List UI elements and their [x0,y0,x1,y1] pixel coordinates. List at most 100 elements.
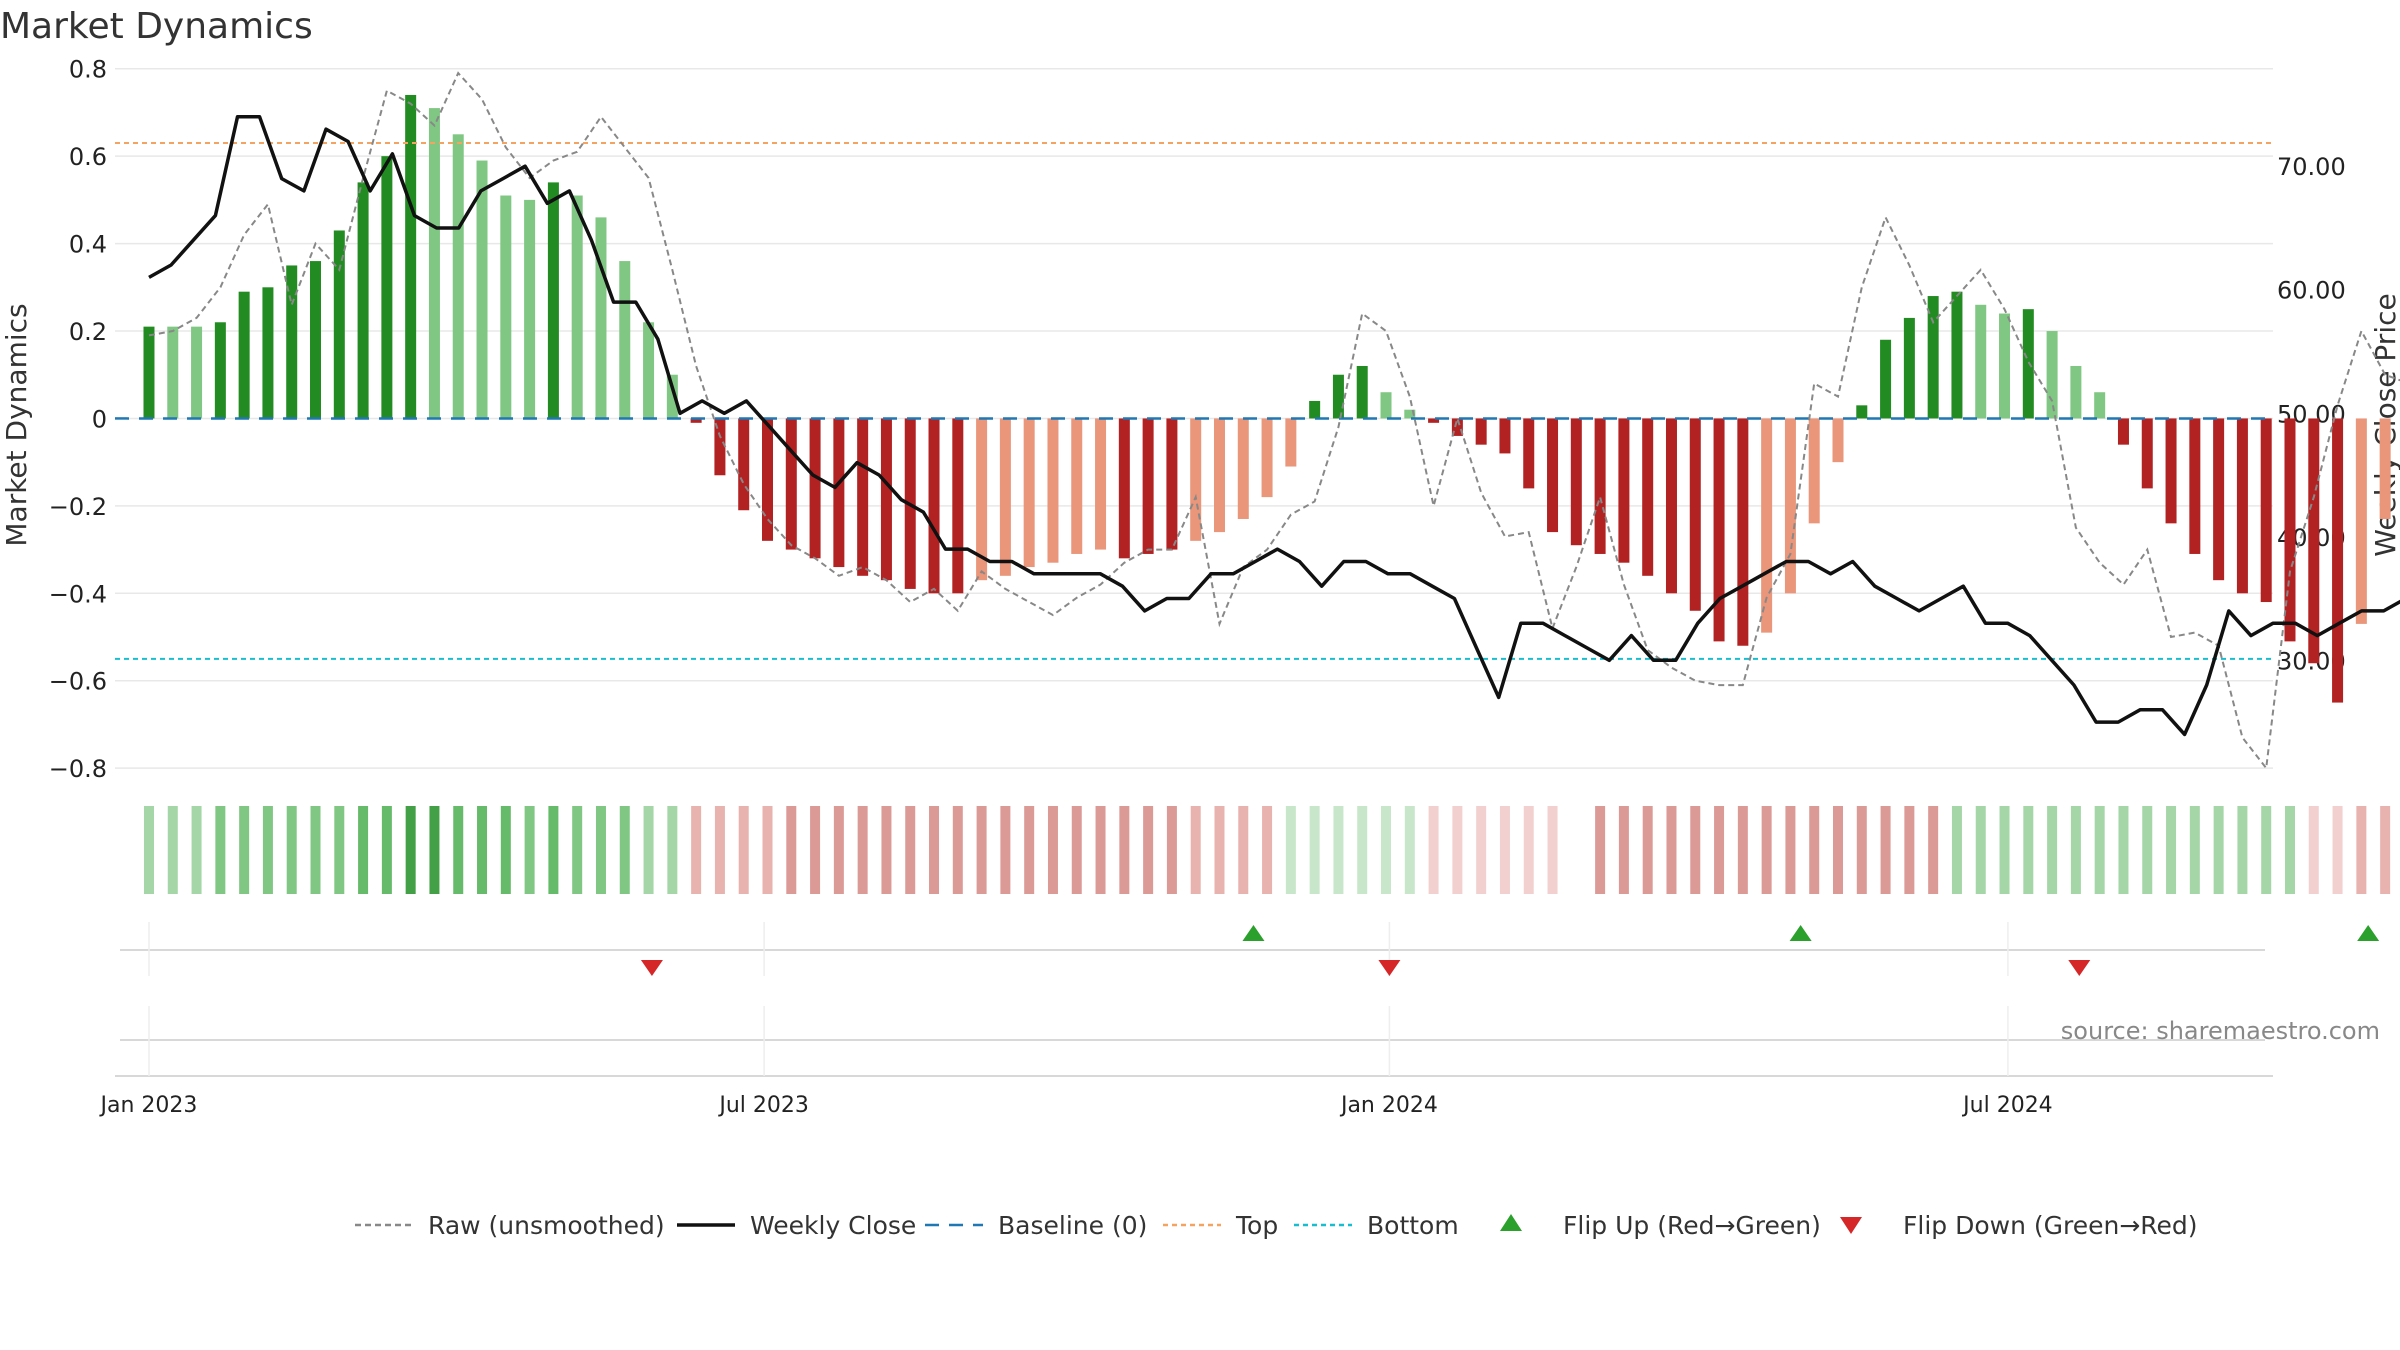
y-left-tick-label: 0 [92,405,107,433]
strip-cell [1357,806,1368,894]
strip-cell [477,806,488,894]
strip-cell [405,806,416,894]
strip-cell [334,806,345,894]
momentum-bar [262,287,274,419]
strip-cell [429,806,440,894]
strip-cell [453,806,464,894]
strip-cell [1143,806,1154,894]
weekly-close-line [148,115,2400,737]
strip-cell [143,806,154,894]
momentum-bar [1213,418,1225,533]
strip-cell [1951,806,1962,894]
strip-cell [2118,806,2129,894]
strip-cell [2213,806,2224,894]
momentum-bar [405,94,417,419]
strip-cell [667,806,678,894]
momentum-bar [2117,418,2129,445]
strip-cell [1476,806,1487,894]
strip-cell [2356,806,2367,894]
strip-cell [2284,806,2295,894]
strip-cell [1024,806,1035,894]
momentum-bar [238,291,250,419]
momentum-bar [1737,418,1749,646]
momentum-bar [1761,418,1773,633]
momentum-bar [1190,418,1202,541]
momentum-bar [761,418,773,541]
strip-cell [2308,806,2319,894]
momentum-bar [1237,418,1249,519]
momentum-bar [571,195,583,419]
strip-cell [500,806,511,894]
momentum-bar [452,134,464,419]
momentum-bar [214,322,226,419]
momentum-bar [1380,392,1392,419]
strip-cell [786,806,797,894]
strip-cell [1095,806,1106,894]
strip-cell [1333,806,1344,894]
y-left-tick-label: 0.4 [69,231,107,259]
strip-cell [2332,806,2343,894]
flip-down-marker [2068,960,2091,976]
momentum-bar [928,418,940,594]
strip-cell [619,806,630,894]
momentum-bar [1665,418,1677,594]
legend-swatch-flip-down [1840,1217,1862,1234]
strip-cell [2142,806,2153,894]
strip-cell [2237,806,2248,894]
legend-label-flip_down: Flip Down (Green→Red) [1903,1211,2198,1240]
strip-cell [1381,806,1392,894]
momentum-bar [643,322,655,419]
strip-cell [1690,806,1701,894]
legend-label-raw: Raw (unsmoothed) [428,1211,665,1240]
momentum-bar [1856,405,1868,419]
momentum-bar [2308,418,2320,664]
strip-cell [1761,806,1772,894]
source-label: source: sharemaestro.com [2061,1017,2380,1045]
momentum-bar [809,418,821,559]
momentum-bar [1499,418,1511,454]
strip-cell [167,806,178,894]
strip-cell [1714,806,1725,894]
x-tick-label: Jul 2024 [1961,1093,2053,1118]
strip-cell [1214,806,1225,894]
strip-cell [548,806,559,894]
momentum-bar [2213,418,2225,581]
momentum-bar [2284,418,2296,642]
momentum-bar [1523,418,1535,489]
strip-cell [1928,806,1939,894]
y-left-tick-label: 0.2 [69,318,107,346]
strip-cell [1404,806,1415,894]
momentum-bar [1951,291,1963,419]
momentum-bar [1332,374,1344,419]
momentum-bar [500,195,512,419]
strip-cell [1880,806,1891,894]
strip-cell [881,806,892,894]
strip-cell [1285,806,1296,894]
legend-swatch-flip-up [1500,1214,1522,1231]
legend-label-close: Weekly Close [750,1211,916,1240]
strip-cell [1904,806,1915,894]
momentum-bar [1594,418,1606,554]
momentum-bar [952,418,964,594]
momentum-bar [2141,418,2153,489]
momentum-bar [2094,392,2106,419]
strip-cell [810,806,821,894]
momentum-bar [619,261,631,419]
strip-cell [2070,806,2081,894]
momentum-bar [2236,418,2248,594]
y-left-axis-label: Market Dynamics [0,303,33,546]
x-tick-label: Jan 2023 [99,1093,198,1118]
strip-cell [762,806,773,894]
strip-cell [2047,806,2058,894]
y-left-tick-label: 0.6 [69,143,107,171]
strip-cell [2023,806,2034,894]
momentum-bar [286,265,298,419]
flip-up-marker [1242,925,1265,941]
momentum-bar [1451,418,1463,436]
momentum-bar [167,326,179,419]
momentum-bar [2189,418,2201,554]
momentum-bar [1975,304,1987,419]
strip-cell [952,806,963,894]
flip-down-marker [640,960,663,976]
strip-cell [310,806,321,894]
